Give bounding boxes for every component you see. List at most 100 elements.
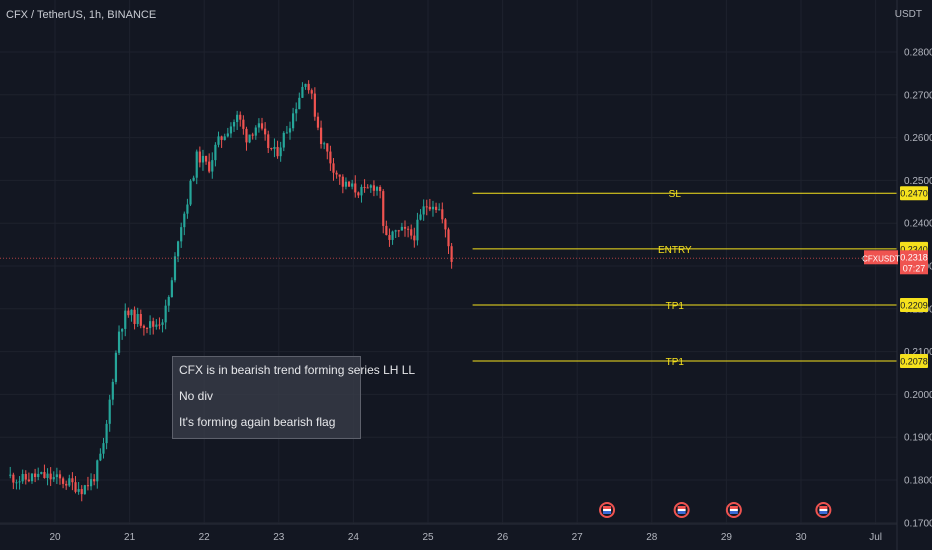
candle-body — [363, 186, 366, 188]
candle-body — [226, 133, 229, 137]
candle-body — [49, 473, 52, 480]
candle-body — [114, 352, 118, 382]
y-tick-label: 0.2000 — [904, 390, 932, 401]
candle-body — [158, 324, 161, 326]
candle-body — [410, 229, 413, 236]
x-tick-label: 29 — [721, 532, 733, 543]
candles — [9, 80, 453, 502]
candle-body — [413, 235, 416, 241]
y-tick-label: 0.2400 — [904, 219, 932, 230]
symbol-tag-label: CFXUSDT — [862, 254, 900, 263]
candle-body — [307, 83, 310, 91]
candle-body — [298, 97, 301, 110]
candle-body — [74, 482, 77, 492]
candle-body — [139, 313, 142, 326]
note-line-3: It's forming again bearish flag — [179, 415, 336, 429]
candle-body — [46, 473, 49, 478]
candle-body — [270, 147, 273, 149]
candle-body — [323, 143, 326, 145]
candle-body — [195, 151, 198, 178]
candle-body — [444, 219, 447, 230]
candle-body — [52, 477, 55, 480]
candle-body — [438, 209, 441, 211]
candle-body — [288, 128, 292, 133]
candle-body — [189, 180, 192, 205]
candle-body — [127, 310, 130, 316]
x-tick-label: 20 — [49, 532, 61, 543]
candle-body — [428, 206, 431, 210]
candle-body — [145, 327, 149, 329]
event-flag-band — [603, 506, 612, 509]
candle-body — [434, 206, 438, 210]
candle-body — [254, 127, 257, 136]
candle-body — [447, 229, 450, 247]
candle-body — [149, 321, 152, 329]
candle-body — [9, 474, 12, 476]
event-flag-band — [603, 509, 612, 511]
analysis-note[interactable]: CFX is in bearish trend forming series L… — [172, 356, 415, 439]
candle-body — [198, 151, 201, 163]
candle-body — [217, 136, 220, 145]
candle-body — [232, 122, 236, 127]
countdown-value: 07:27 — [903, 263, 926, 273]
candle-body — [108, 399, 111, 424]
candle-body — [15, 482, 18, 484]
candle-body — [201, 155, 205, 163]
candle-body — [12, 474, 15, 483]
candle-body — [86, 485, 90, 487]
event-flag-band — [729, 509, 738, 511]
candle-body — [347, 181, 351, 187]
y-tick-label: 0.2700 — [904, 90, 932, 101]
y-tick-label: 0.1700 — [904, 518, 932, 529]
y-tick-label: 0.2500 — [904, 176, 932, 187]
level-label: SL — [669, 189, 682, 200]
event-flag-band — [819, 506, 828, 509]
candle-body — [416, 219, 419, 241]
candle-body — [173, 256, 177, 281]
event-flag-band — [677, 511, 686, 514]
candle-body — [239, 114, 242, 120]
candle-body — [83, 485, 86, 495]
x-tick-label: 28 — [646, 532, 658, 543]
candle-body — [130, 309, 133, 316]
candle-body — [403, 226, 407, 229]
candle-body — [180, 227, 183, 242]
candle-body — [186, 204, 189, 214]
candle-body — [229, 126, 233, 134]
x-tick-label: 22 — [199, 532, 211, 543]
candle-body — [351, 183, 354, 187]
candle-body — [285, 132, 288, 134]
candle-body — [441, 209, 444, 220]
candle-body — [192, 177, 195, 181]
y-tick-label: 0.2800 — [904, 48, 932, 59]
y-tick-label: 0.2100 — [904, 347, 932, 358]
candle-body — [161, 322, 164, 325]
event-flag-band — [677, 509, 686, 511]
candle-body — [124, 310, 127, 329]
candle-body — [21, 474, 24, 482]
candle-body — [167, 297, 170, 306]
note-line-2: No div — [179, 389, 214, 403]
candle-body — [155, 324, 158, 327]
candle-body — [450, 246, 453, 262]
candle-body — [388, 235, 391, 240]
candle-body — [30, 473, 34, 482]
x-tick-label: 23 — [273, 532, 285, 543]
candle-body — [422, 206, 425, 215]
x-tick-label: Jul — [869, 532, 882, 543]
candle-body — [431, 206, 435, 210]
event-markers — [599, 502, 832, 518]
y-tick-label: 0.2600 — [904, 133, 932, 144]
x-tick-label: 21 — [124, 532, 136, 543]
event-flag-band — [729, 506, 738, 509]
candle-body — [27, 479, 30, 482]
candle-body — [313, 93, 316, 117]
y-tick-label: 0.1900 — [904, 433, 932, 444]
candle-body — [65, 483, 68, 486]
candle-body — [220, 136, 223, 140]
candle-body — [164, 305, 167, 323]
event-flag-band — [819, 509, 828, 511]
event-flag-band — [677, 506, 686, 509]
candle-body — [77, 489, 80, 492]
